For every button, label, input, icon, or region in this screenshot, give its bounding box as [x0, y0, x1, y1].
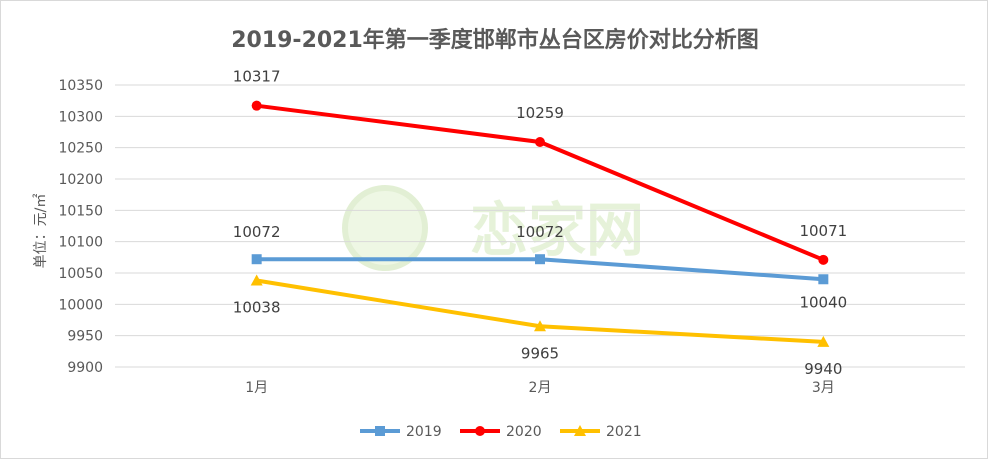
- y-tick-label: 10050: [58, 266, 103, 282]
- data-label-2020: 10259: [516, 104, 564, 122]
- series-layer: [250, 100, 830, 347]
- watermark-logo-text: 恋家网: [470, 196, 644, 264]
- legend-item-2019: 2019: [360, 424, 442, 440]
- data-label-2019: 10040: [799, 293, 847, 311]
- data-label-2021: 9965: [521, 344, 559, 362]
- data-point-2020: [251, 100, 262, 111]
- data-label-2021: 9940: [804, 360, 842, 378]
- legend-label-2020: 2020: [506, 424, 542, 440]
- data-label-2019: 10072: [516, 223, 564, 241]
- data-point-2021: [817, 335, 830, 347]
- y-tick-label: 10350: [58, 78, 103, 94]
- data-point-2019: [818, 274, 829, 285]
- y-tick-label: 9950: [67, 329, 103, 345]
- y-axis-ticks: 10350 10300 10250 10200 10150 10100 10050 10000…: [58, 78, 103, 376]
- x-tick-label: 2月: [529, 380, 552, 396]
- y-tick-label: 10100: [58, 235, 103, 251]
- x-tick-label: 1月: [245, 380, 268, 396]
- y-tick-label: 10000: [58, 297, 103, 313]
- legend-marker-2021: [574, 425, 586, 436]
- chart-title: 2019-2021年第一季度邯郸市丛台区房价对比分析图: [231, 28, 759, 53]
- legend-marker-2020: [475, 426, 485, 436]
- data-point-2019: [535, 254, 545, 265]
- legend-label-2019: 2019: [406, 424, 442, 440]
- legend-item-2021: 2021: [560, 424, 642, 440]
- series-line-2021: [254, 278, 826, 344]
- y-tick-label: 10200: [58, 172, 103, 188]
- y-axis-label: 单位：元/㎡: [33, 194, 49, 269]
- data-point-2019: [251, 254, 262, 265]
- grid: [115, 84, 965, 368]
- legend-label-2021: 2021: [606, 424, 642, 440]
- data-label-2020: 10317: [233, 68, 281, 86]
- y-tick-label: 10250: [58, 141, 103, 157]
- legend: 2019 2020 2021: [360, 424, 642, 440]
- data-point-2021: [250, 274, 263, 286]
- y-tick-label: 9900: [67, 360, 103, 376]
- x-tick-label: 3月: [812, 380, 835, 396]
- data-point-2020: [818, 254, 829, 265]
- data-label-2020: 10071: [799, 222, 847, 240]
- x-axis-ticks: 1月 2月 3月: [245, 380, 835, 396]
- legend-marker-2019: [375, 426, 385, 436]
- data-label-2021: 10038: [233, 299, 281, 317]
- y-tick-label: 10150: [58, 203, 103, 219]
- watermark: 恋家网: [342, 185, 644, 271]
- data-point-2021: [534, 320, 546, 332]
- legend-item-2020: 2020: [460, 424, 542, 440]
- data-point-2020: [535, 137, 545, 148]
- data-labels: 10072 10072 10040 10317 10259 10071 10038 9965 9…: [233, 68, 847, 378]
- y-tick-label: 10300: [58, 109, 103, 125]
- data-label-2019: 10072: [233, 223, 281, 241]
- watermark-logo-icon: [342, 185, 428, 271]
